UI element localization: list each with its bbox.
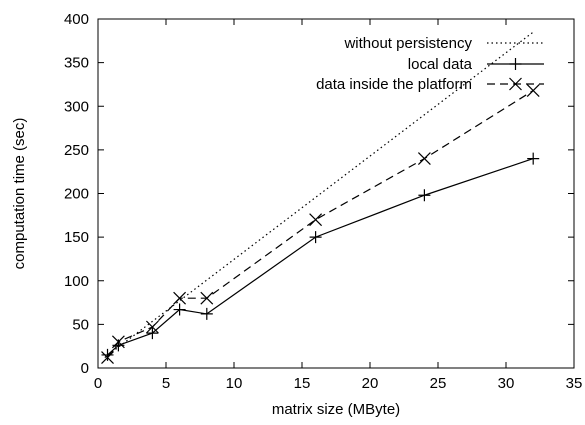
cross-marker bbox=[101, 351, 114, 364]
cross-marker bbox=[417, 152, 431, 166]
cross-marker bbox=[526, 84, 540, 97]
series-line bbox=[107, 158, 534, 356]
y-axis-label: computation time (sec) bbox=[11, 118, 28, 270]
y-tick-label: 50 bbox=[72, 316, 89, 333]
plus-marker bbox=[509, 58, 522, 70]
legend-label: local data bbox=[408, 56, 473, 73]
legend: without persistency local data data inside… bbox=[316, 35, 544, 93]
x-tick-label: 30 bbox=[498, 375, 515, 392]
plot-frame bbox=[97, 18, 575, 369]
series-line bbox=[107, 90, 534, 358]
legend-label: without persistency bbox=[343, 35, 472, 52]
x-tick-label: 35 bbox=[566, 375, 583, 392]
x-tick-label: 25 bbox=[430, 375, 447, 392]
plus-marker bbox=[200, 307, 213, 320]
legend-label: data inside the platform bbox=[316, 76, 472, 93]
cross-marker bbox=[309, 213, 323, 227]
plus-marker bbox=[418, 189, 431, 202]
y-tick-label: 100 bbox=[64, 273, 89, 290]
y-tick-label: 400 bbox=[64, 11, 89, 28]
y-tick-label: 150 bbox=[64, 229, 89, 246]
plus-marker bbox=[173, 303, 186, 316]
series-layer bbox=[101, 31, 540, 364]
x-tick-label: 20 bbox=[362, 375, 379, 392]
y-tick-label: 300 bbox=[64, 98, 89, 115]
series-3 bbox=[101, 84, 540, 364]
y-tick-label: 200 bbox=[64, 186, 89, 203]
plus-marker bbox=[146, 327, 159, 340]
cross-marker bbox=[173, 291, 187, 305]
cross-marker bbox=[111, 335, 125, 349]
series-2 bbox=[101, 152, 540, 361]
y-tick-label: 0 bbox=[81, 360, 89, 377]
x-tick-label: 0 bbox=[94, 375, 102, 392]
plus-marker bbox=[309, 231, 322, 244]
y-tick-label: 250 bbox=[64, 142, 89, 159]
x-tick-label: 5 bbox=[162, 375, 170, 392]
cross-marker bbox=[145, 320, 159, 334]
x-tick-label: 10 bbox=[226, 375, 243, 392]
x-axis-label: matrix size (MByte) bbox=[272, 401, 400, 418]
plus-marker bbox=[101, 348, 114, 361]
x-tick-label: 15 bbox=[294, 375, 311, 392]
cross-marker bbox=[509, 77, 522, 91]
plus-marker bbox=[527, 152, 540, 165]
y-tick-label: 350 bbox=[64, 55, 89, 72]
cross-marker bbox=[200, 291, 214, 305]
